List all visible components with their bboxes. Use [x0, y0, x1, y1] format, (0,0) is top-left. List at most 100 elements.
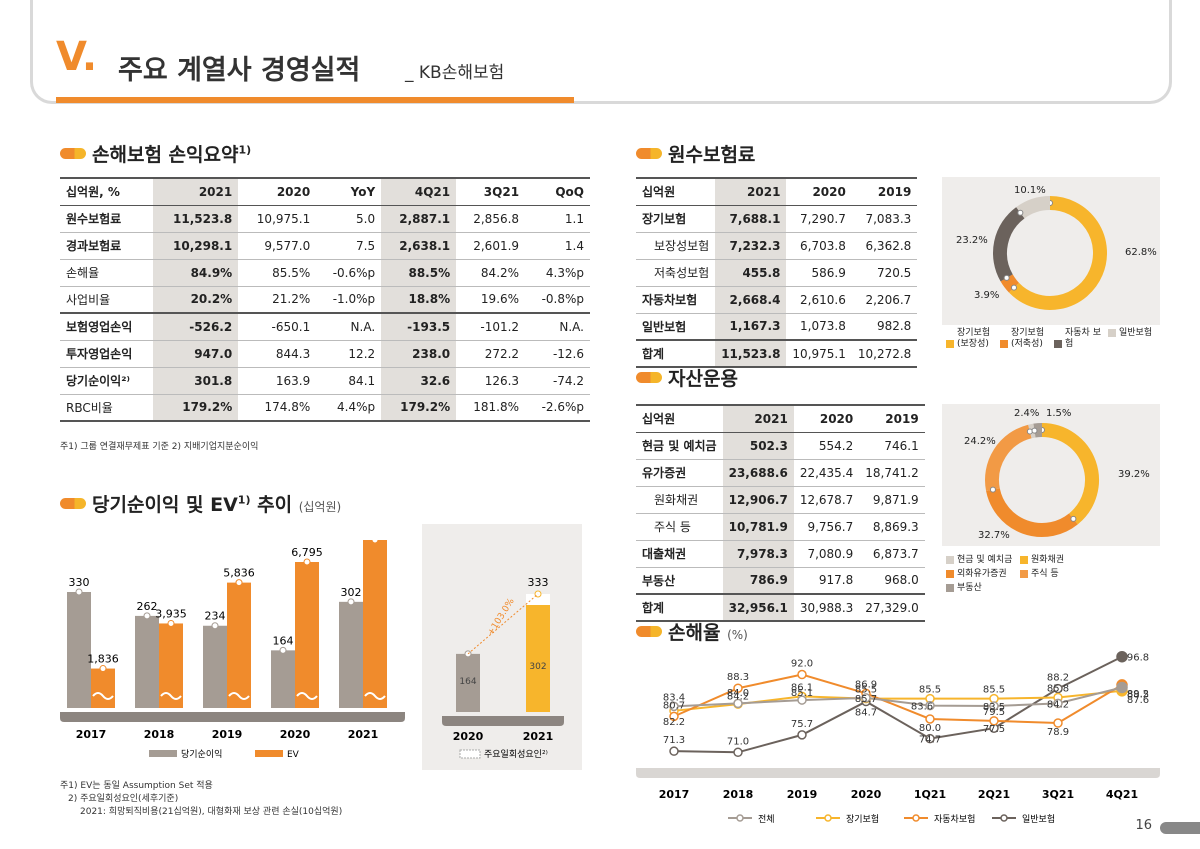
point-label: 84.2 — [727, 691, 749, 702]
table-cell: 원화채권 — [636, 486, 723, 514]
table-cell: 2,856.8 — [456, 205, 526, 233]
legend-label: 전체 — [758, 814, 775, 825]
series-point — [669, 701, 679, 712]
x-tick-label: 2018 — [144, 728, 175, 741]
point-label: 86.1 — [791, 682, 813, 693]
asset-table: 십억원 2021 2020 2019 현금 및 예치금 502.3 554.2 746.1 유가… — [636, 404, 925, 622]
loss-ratio-title: 손해율 (%) — [668, 622, 748, 644]
legend-item: 원화채권 — [1020, 553, 1094, 567]
table-cell: 투자영업손익 — [60, 340, 154, 368]
point-label: 71.3 — [663, 735, 685, 746]
bar-ev — [295, 562, 319, 708]
point-label: 75.7 — [791, 719, 813, 730]
table-cell: 746.1 — [859, 432, 925, 460]
point-label: 79.5 — [983, 707, 1005, 718]
table-cell: 21.2% — [238, 286, 317, 314]
bar-value: 1,836 — [87, 653, 119, 666]
legend-item: 외화유가증권 — [946, 567, 1020, 581]
table-cell: 554.2 — [793, 432, 860, 460]
table-cell: 5.0 — [316, 205, 382, 233]
section-marker — [636, 626, 662, 637]
table-cell: -193.5 — [381, 313, 457, 341]
col-header: 2020 — [786, 177, 852, 206]
table-cell: 현금 및 예치금 — [636, 432, 723, 460]
series-point — [669, 746, 679, 756]
bar-value: 262 — [137, 600, 158, 613]
table-cell: 455.8 — [715, 259, 787, 287]
table-cell: 22,435.4 — [793, 459, 860, 487]
section-marker — [636, 372, 662, 383]
legend-marker — [736, 814, 744, 822]
table-cell: 12,906.7 — [722, 486, 794, 514]
table-row: 주식 등 10,781.9 9,756.7 8,869.3 — [636, 513, 925, 541]
series-point — [1116, 681, 1128, 694]
table-cell: 30,988.3 — [793, 594, 860, 622]
series-line — [673, 655, 1123, 754]
table-cell: 2,206.7 — [851, 286, 918, 314]
point-label: 83.6 — [911, 702, 933, 713]
bar-marker — [143, 612, 151, 620]
bar-value: 5,836 — [223, 567, 255, 580]
series-point — [1116, 650, 1128, 663]
legend-label: 원화채권 — [1031, 555, 1065, 565]
table-cell: 2,610.6 — [786, 286, 852, 314]
table-cell: 7,232.3 — [715, 232, 787, 260]
table-cell: 10,272.8 — [851, 340, 918, 368]
ev-title: 당기순이익 및 EV1) 추이 (십억원) — [92, 493, 342, 516]
table-cell: 947.0 — [153, 340, 239, 368]
slice-marker — [989, 486, 996, 493]
table-cell: 4.3%p — [525, 259, 590, 287]
point-label: 83.4 — [663, 692, 685, 703]
premium-legend: 장기보험 (보장성) 장기보험 (저축성) 자동차 보험 일반보험 — [946, 328, 1162, 350]
point-label: 80.7 — [663, 700, 685, 711]
bar-marker — [99, 665, 107, 673]
loss-ratio-chart: 83.4 84.2 85.1 85.7 83.6 83.5 84.2 88.5 82.2 84.0… — [636, 650, 1160, 825]
bar-value: 330 — [69, 576, 90, 589]
col-header: 2019 — [859, 404, 925, 433]
bar-marker — [167, 619, 175, 627]
bar-marker — [235, 579, 243, 587]
col-header: 2021 — [153, 177, 239, 206]
table-cell: 합계 — [636, 594, 723, 622]
table-cell: 23,688.6 — [722, 459, 794, 487]
legend-label: 일반보험 — [1022, 814, 1055, 825]
table-cell: 786.9 — [722, 567, 794, 595]
col-header: 2019 — [851, 177, 918, 206]
donut-label: 2.4% — [1014, 408, 1039, 419]
ev-notes: 주1) EV는 동일 Assumption Set 적용 2) 주요일회성요인(… — [60, 780, 342, 819]
legend-label: 부동산 — [957, 583, 982, 593]
x-tick-label: 2018 — [723, 788, 754, 801]
table-row: 투자영업손익 947.0 844.3 12.2 238.0 272.2 -12.6 — [60, 340, 590, 368]
point-label: 82.2 — [663, 717, 685, 728]
legend-label: 장기보험 — [846, 814, 879, 825]
asset-donut-panel: 39.2% 32.7% 24.2% 2.4% 1.5% — [942, 404, 1160, 546]
table-cell: 7.5 — [316, 232, 382, 260]
ev-note-1: 주1) EV는 동일 Assumption Set 적용 — [60, 781, 213, 791]
point-label: 85.7 — [855, 694, 877, 705]
bar-marker — [371, 540, 379, 544]
x-tick-label: 3Q21 — [1042, 788, 1074, 801]
table-cell: 6,873.7 — [859, 540, 925, 568]
pl-summary-note: 주1) 그룹 연결재무제표 기준 2) 지배기업지분순이익 — [60, 442, 259, 452]
page-tab — [1160, 822, 1200, 834]
point-label: 71.0 — [727, 736, 749, 747]
bar-value: 6,795 — [291, 546, 323, 559]
legend-marker — [912, 814, 920, 822]
table-cell: RBC비율 — [60, 394, 154, 422]
donut-slice — [1008, 196, 1107, 310]
page-subtitle: _ KB손해보험 — [405, 63, 505, 83]
section-marker — [636, 148, 662, 159]
donut-label: 32.7% — [978, 530, 1010, 541]
table-row: 경과보험료 10,298.1 9,577.0 7.5 2,638.1 2,601.9 1.4 — [60, 232, 590, 260]
legend-swatch — [1020, 569, 1028, 578]
bar-profit — [67, 592, 91, 708]
header-accent-line — [56, 97, 574, 103]
x-tick-label: 2020 — [280, 728, 311, 741]
table-row: 원수보험료 11,523.8 10,975.1 5.0 2,887.1 2,856.8 1.… — [60, 205, 590, 233]
series-line — [673, 686, 1123, 708]
point-label: 84.7 — [855, 708, 877, 719]
legend-label: 장기보험 (저축성) — [1011, 328, 1045, 349]
donut-slice — [985, 424, 1032, 492]
table-cell: 174.8% — [238, 394, 317, 422]
section-number: V. — [56, 34, 98, 80]
